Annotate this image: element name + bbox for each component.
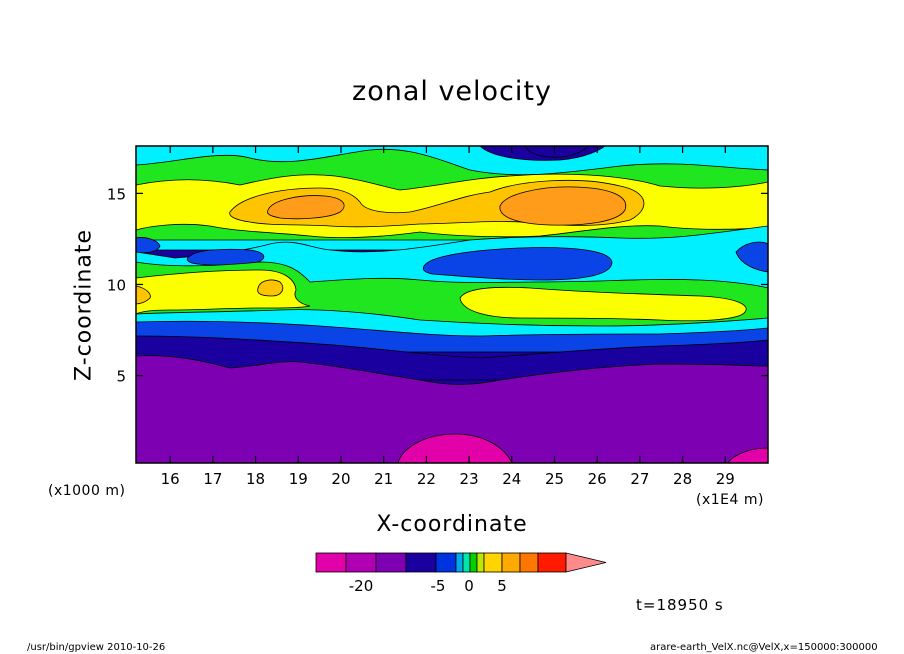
colorbar-segment [462,552,471,573]
x-tick-label: 21 [374,470,393,488]
footer-right: arare-earth_VelX.nc@VelX,x=150000:300000 [650,642,878,653]
band-yellow-right [459,286,747,322]
x-tick-label: 22 [417,470,436,488]
colorbar-segment [483,552,503,573]
colorbar-segment [455,552,464,573]
time-label: t=18950 s [636,596,724,614]
blob-blue-right [735,241,768,273]
colorbar-tick-label: -20 [349,577,374,595]
colorbar-arrow [565,552,607,573]
cap-navy-top [524,146,589,158]
y-tick-label: 10 [107,276,126,294]
x-tick-label: 20 [331,470,350,488]
x-tick-label: 17 [203,470,222,488]
colorbar-tick-label: 5 [497,577,507,595]
chart-title: zonal velocity [352,76,552,107]
blob-lightorange-edge [136,285,151,305]
colorbar: -20 -5 0 5 [315,552,607,595]
y-unit-label: (x1000 m) [48,483,126,499]
colorbar-segment [315,552,347,573]
x-tick-label: 19 [289,470,308,488]
blob-orange-right [499,186,627,226]
x-tick-label: 29 [716,470,735,488]
contour-field [136,146,768,463]
y-tick-label: 15 [107,185,126,203]
colorbar-segment [537,552,567,573]
y-axis-label: Z-coordinate [71,229,97,381]
x-tick-label: 16 [161,470,180,488]
blob-lightorange-small [257,279,284,297]
colorbar-tick-label: 0 [464,577,474,595]
colorbar-segment [519,552,539,573]
colorbar-segment [476,552,485,573]
x-tick-label: 26 [588,470,607,488]
blob-magenta-center [397,433,513,463]
colorbar-segment [405,552,437,573]
footer-left: /usr/bin/gpview 2010-10-26 [27,642,166,653]
x-axis: 16 17 18 19 20 21 22 23 24 25 26 27 28 29 [161,146,735,488]
colorbar-segment [469,552,478,573]
x-axis-label: X-coordinate [376,512,528,537]
x-tick-label: 18 [246,470,265,488]
x-tick-label: 23 [460,470,479,488]
blob-magenta-right [727,447,768,463]
blob-blue-center [422,247,613,281]
x-tick-label: 25 [545,470,564,488]
colorbar-segment [345,552,377,573]
colorbar-segment [435,552,457,573]
x-unit-label: (x1E4 m) [696,492,764,508]
y-tick-label: 5 [116,368,126,386]
colorbar-tick-label: -5 [431,577,446,595]
x-tick-label: 24 [502,470,521,488]
colorbar-segment [375,552,407,573]
blob-orange-left [267,195,345,220]
band-violet-bottom [136,355,768,463]
y-axis: 5 10 15 [107,185,768,386]
x-tick-label: 27 [630,470,649,488]
x-tick-label: 28 [673,470,692,488]
plot-frame [135,145,769,464]
colorbar-segment [501,552,521,573]
band-yellow-lower [136,269,311,315]
